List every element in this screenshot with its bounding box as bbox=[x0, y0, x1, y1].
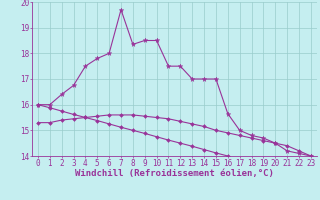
X-axis label: Windchill (Refroidissement éolien,°C): Windchill (Refroidissement éolien,°C) bbox=[75, 169, 274, 178]
